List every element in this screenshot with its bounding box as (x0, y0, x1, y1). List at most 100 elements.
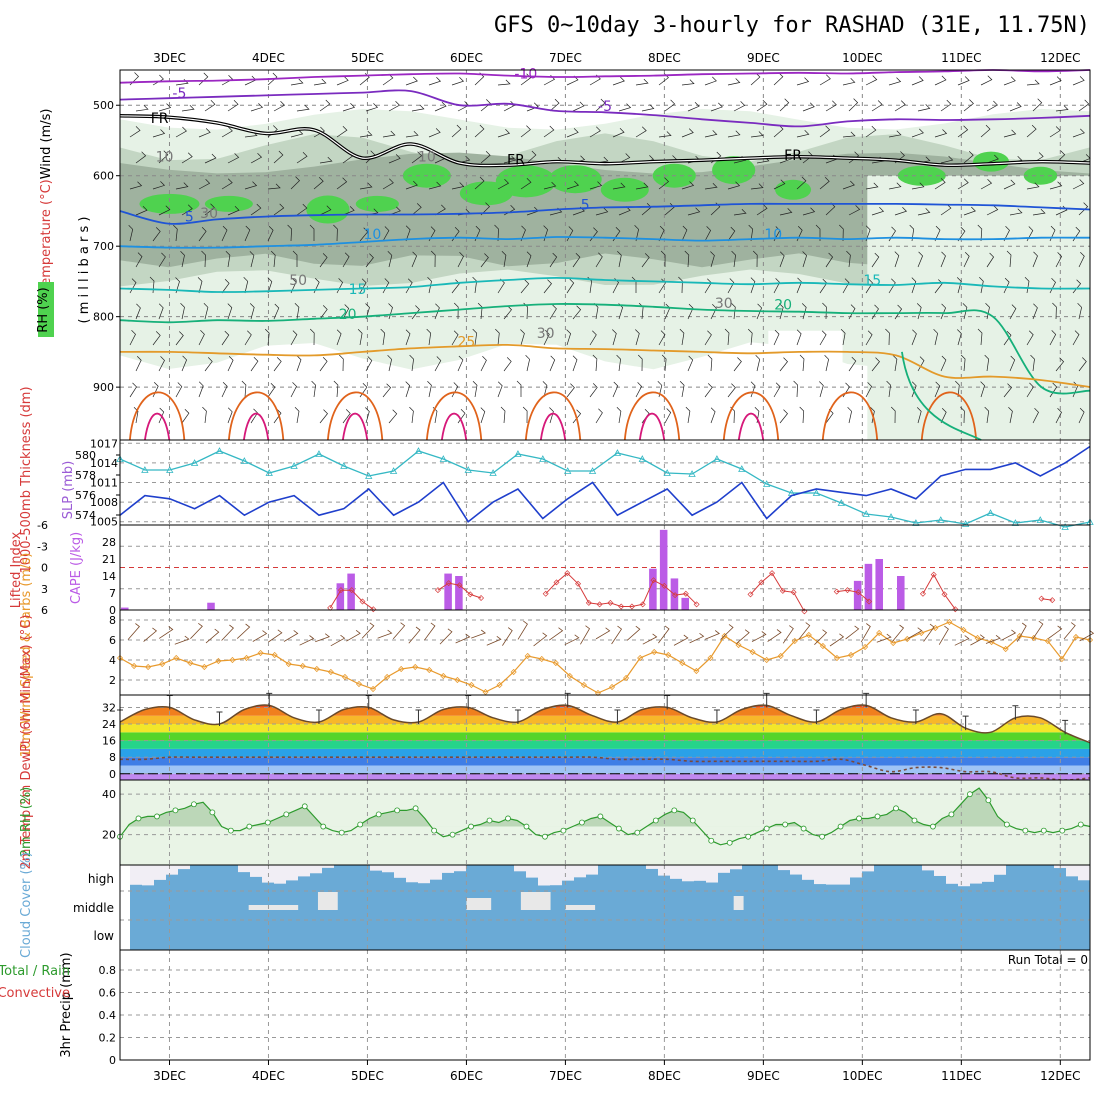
wind-barb (871, 357, 880, 372)
wind-barb (1003, 330, 1012, 346)
cape-bar (444, 573, 452, 610)
cloud-high-gap (562, 865, 574, 881)
wind-barb (755, 355, 761, 372)
axis-label-part: ( m i l l i b a r s ) (77, 217, 92, 324)
wind10-barb (814, 629, 828, 645)
lifted-point (639, 601, 646, 608)
thickness-point (613, 449, 622, 456)
wind-barb (796, 329, 802, 346)
day-label-bottom: 5DEC (351, 1069, 384, 1083)
rh2m-point (468, 823, 474, 830)
wind-barb (520, 125, 531, 138)
lifted-point (434, 587, 441, 594)
wind-barb (911, 329, 917, 346)
rh2m-point (671, 807, 678, 814)
wind-barb (296, 355, 302, 372)
cloud-high-gap (238, 865, 250, 873)
run-total: Run Total = 0 (1008, 953, 1088, 967)
thickness-point (762, 480, 771, 487)
day-label-bottom: 12DEC (1040, 1069, 1080, 1083)
wind-barb (221, 225, 228, 242)
rh-clear-region (768, 330, 843, 440)
wind-barb (152, 129, 166, 138)
wind-speed-point (426, 666, 433, 674)
wind-barb (158, 303, 164, 320)
rh2m-point (634, 829, 641, 836)
wind-barb (405, 131, 419, 138)
wind-barb (727, 130, 741, 138)
wind10-barb (158, 626, 174, 639)
rh-ylabel: 2m RH (%) (19, 787, 34, 858)
wind-barb (244, 225, 251, 242)
thickness-point (663, 469, 671, 476)
wind-barb (796, 77, 810, 86)
wind-barb (1003, 277, 1010, 294)
wind-speed-point (538, 655, 545, 663)
wind-barb (865, 330, 873, 346)
wind10-barb (174, 635, 190, 645)
rh-green-blob (712, 156, 756, 185)
rh2m-point (763, 825, 770, 832)
wind10-barb (720, 624, 734, 640)
wind-barb (779, 208, 793, 216)
tick-label: 574 (75, 509, 96, 522)
tick-label: 2 (109, 674, 116, 687)
wind-barb (707, 354, 713, 372)
temp-band (120, 773, 1090, 780)
cloud-high-gap (658, 865, 670, 876)
wind-barb (319, 99, 331, 112)
wind-barb (270, 250, 276, 268)
wind-barb (426, 328, 432, 346)
precip-side-label: Convective (0, 986, 70, 1001)
lifted-cape-panel: -6 -3 0 3 6 0 7 14 21 28 (37, 519, 1090, 617)
wind-barb (934, 75, 947, 86)
wind-barb (894, 100, 906, 112)
wind-barb (549, 355, 556, 372)
wind-barb (175, 382, 183, 398)
rh2m-point (560, 827, 567, 834)
day-label-bottom: 7DEC (549, 1069, 582, 1083)
contour-label: 20 (774, 298, 792, 314)
wind-barb (319, 205, 332, 216)
wind10-barb (361, 622, 375, 639)
wind-barb (756, 303, 763, 320)
isotherm-35 (737, 412, 765, 441)
wind-barb (779, 357, 788, 372)
lifted-point (564, 570, 571, 577)
wind-barb (1032, 208, 1046, 216)
contour-label: 10 (156, 150, 174, 166)
isotherm-30 (623, 391, 681, 441)
wind-barb (135, 105, 149, 112)
cloud-high-gap (550, 865, 562, 886)
wind-barb (357, 328, 363, 346)
thickness-point (588, 467, 597, 474)
wind-barb (917, 356, 925, 372)
cloud-high-gap (970, 865, 982, 884)
wind-barb (617, 250, 622, 268)
day-label-bottom: 3DEC (153, 1069, 186, 1083)
wind-barb (158, 356, 165, 372)
rh2m-point (486, 817, 493, 824)
cape-bar (207, 602, 215, 610)
rh2m-point (800, 825, 807, 832)
wind-barb (815, 224, 821, 241)
wind10-barb (1016, 622, 1027, 642)
lifted-ylabel: Lifted Index (9, 531, 24, 608)
wind-barb (175, 331, 184, 346)
wind-barb (842, 180, 855, 190)
wind10-barb (689, 632, 705, 644)
wind10-barb (455, 633, 471, 644)
wind-barb (984, 406, 990, 424)
cloud-high-gap (370, 865, 382, 871)
rh2m-point (579, 819, 585, 826)
wind-barb (940, 407, 947, 424)
wind-barb (198, 330, 205, 346)
wind-barb (388, 100, 401, 112)
wind-barb (453, 302, 459, 320)
wind-barb (635, 382, 643, 398)
tick-label: 1017 (90, 437, 118, 450)
rh2m-point (320, 823, 327, 830)
wind-barb (940, 155, 954, 164)
axis-label-part: 2m RH (%) (19, 787, 34, 858)
rh2m-point (264, 819, 271, 826)
